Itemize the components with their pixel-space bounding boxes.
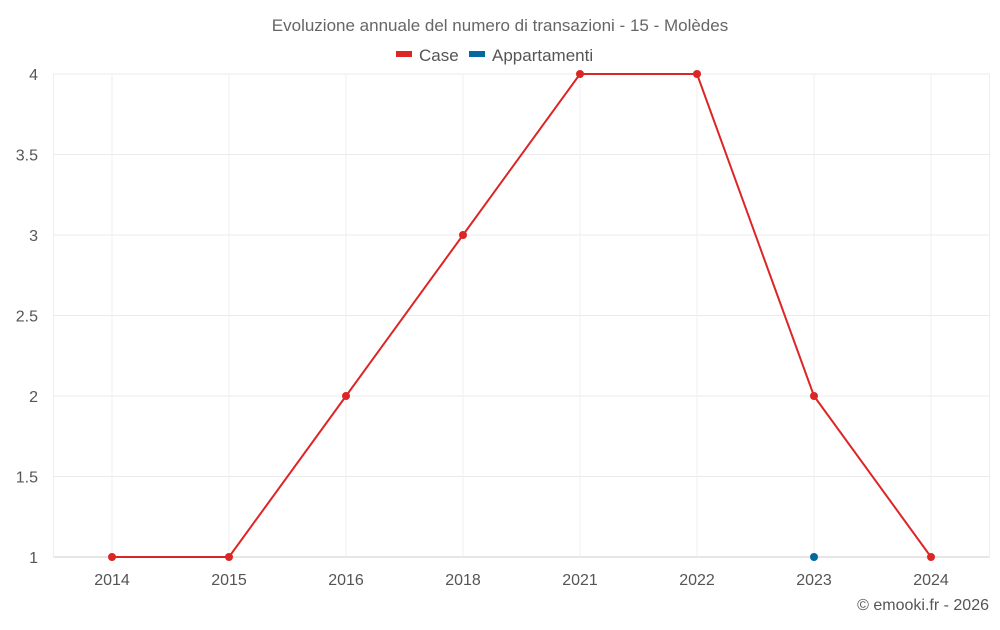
- y-tick-label: 1: [29, 550, 38, 567]
- credit-text: © emooki.fr - 2026: [857, 597, 989, 614]
- y-tick-label: 2: [29, 389, 38, 406]
- x-tick-label: 2024: [913, 572, 949, 589]
- data-point[interactable]: [927, 553, 935, 561]
- series-appartamenti: [810, 553, 818, 561]
- y-tick-label: 1.5: [16, 470, 38, 487]
- legend: Case Appartamenti: [396, 46, 593, 65]
- y-tick-label: 4: [29, 67, 38, 84]
- x-axis: 2014 2015 2016 2018 2021 2022 2023 2024: [94, 572, 949, 589]
- data-point[interactable]: [459, 231, 467, 239]
- y-tick-label: 3: [29, 228, 38, 245]
- legend-swatch: [396, 51, 412, 57]
- series: [108, 70, 935, 561]
- x-tick-label: 2022: [679, 572, 715, 589]
- grid: [53, 73, 990, 558]
- series-case: [108, 70, 935, 561]
- data-point[interactable]: [342, 392, 350, 400]
- data-point[interactable]: [810, 553, 818, 561]
- x-tick-label: 2014: [94, 572, 130, 589]
- data-point[interactable]: [576, 70, 584, 78]
- legend-item[interactable]: Appartamenti: [492, 46, 593, 65]
- data-point[interactable]: [810, 392, 818, 400]
- x-tick-label: 2015: [211, 572, 247, 589]
- legend-item[interactable]: Case: [419, 46, 459, 65]
- legend-swatch: [469, 51, 485, 57]
- x-tick-label: 2016: [328, 572, 364, 589]
- x-tick-label: 2018: [445, 572, 481, 589]
- chart-title: Evoluzione annuale del numero di transaz…: [272, 16, 728, 35]
- y-tick-label: 2.5: [16, 309, 38, 326]
- y-axis: 1 1.5 2 2.5 3 3.5 4: [16, 67, 38, 567]
- x-tick-label: 2021: [562, 572, 598, 589]
- data-point[interactable]: [108, 553, 116, 561]
- y-tick-label: 3.5: [16, 148, 38, 165]
- x-tick-label: 2023: [796, 572, 832, 589]
- data-point[interactable]: [225, 553, 233, 561]
- data-point[interactable]: [693, 70, 701, 78]
- series-line: [112, 73, 932, 558]
